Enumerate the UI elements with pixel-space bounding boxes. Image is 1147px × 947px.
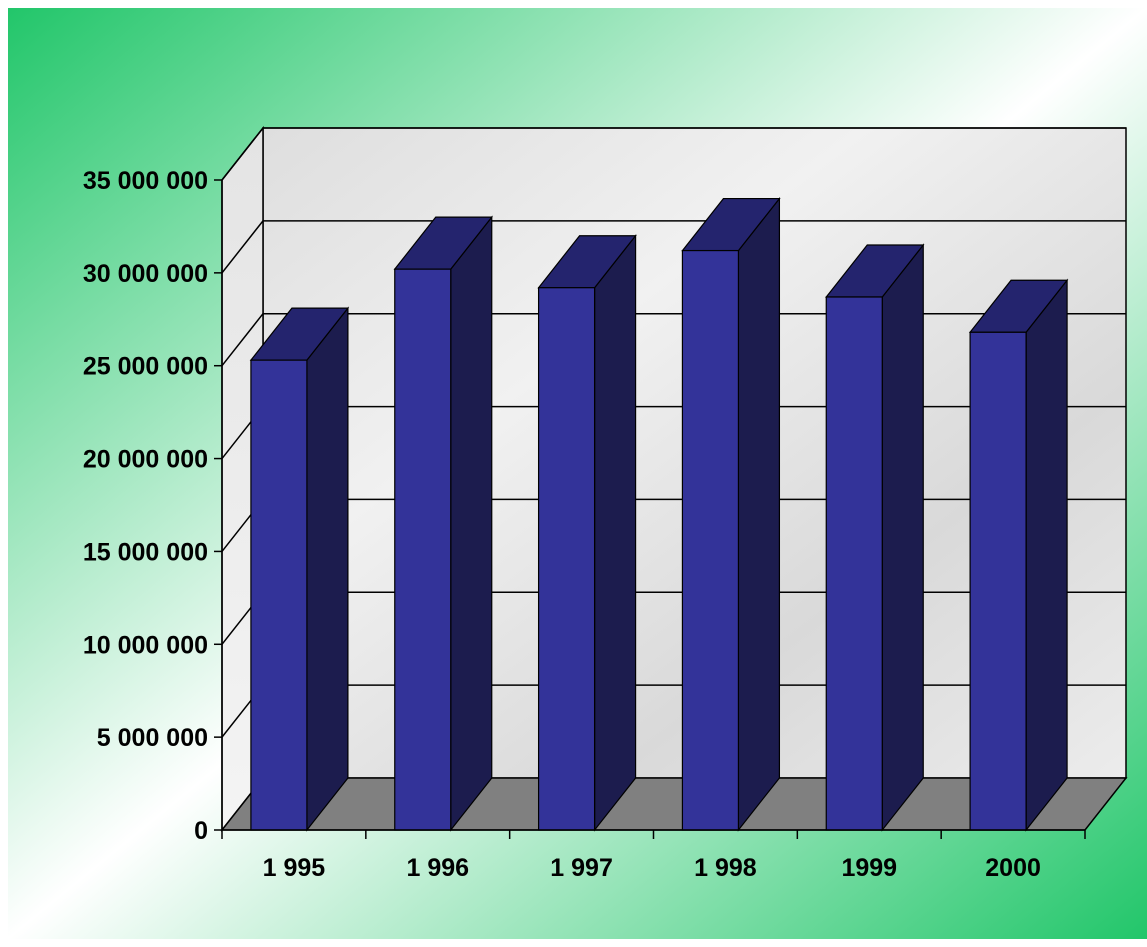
x-tick-label: 1 998 [694,854,757,882]
x-tick-label: 2000 [985,854,1041,882]
bar-front [681,249,740,831]
bar [681,196,781,832]
bar-front [537,287,596,831]
bar-side [881,243,924,832]
y-tick-label: 20 000 000 [83,446,208,474]
chart-container: 0 5 000 000 10 000 000 15 000 000 20 000 000… [8,8,1147,939]
y-axis-ticks: 0 5 000 000 10 000 000 15 000 000 20 000 000… [83,167,223,845]
y-tick-label: 30 000 000 [83,260,208,288]
bar-side [1025,278,1068,832]
bar-side [593,233,637,832]
x-axis-ticks: 1 995 1 996 1 997 1 998 1999 2000 [221,829,1086,882]
bar [249,306,350,832]
bar [825,243,925,832]
y-tick-label: 10 000 000 [83,631,208,659]
bar-front [394,268,452,831]
bar-side [737,196,781,832]
bar-side [306,306,349,832]
y-tick-label: 35 000 000 [83,167,208,195]
y-tick-label: 15 000 000 [83,538,208,566]
gridline-side [221,313,264,367]
bar [393,215,493,832]
plot-area [220,125,1128,833]
y-tick-label: 5 000 000 [97,724,208,752]
x-tick-label: 1 995 [263,854,326,882]
y-tick-label: 25 000 000 [83,353,208,381]
bar-side [450,215,493,832]
x-tick-label: 1999 [841,854,897,882]
gridline-side [221,220,264,274]
bar-front [250,359,308,831]
bar-front [969,331,1027,831]
bar-front [825,296,883,831]
x-tick-label: 1 997 [550,854,613,882]
x-tick-label: 1 996 [406,854,469,882]
bar-chart: 0 5 000 000 10 000 000 15 000 000 20 000 000… [8,8,1147,939]
gridline-side [221,127,264,181]
bar [537,233,637,832]
bar [968,278,1069,832]
y-tick-label: 0 [194,817,208,845]
